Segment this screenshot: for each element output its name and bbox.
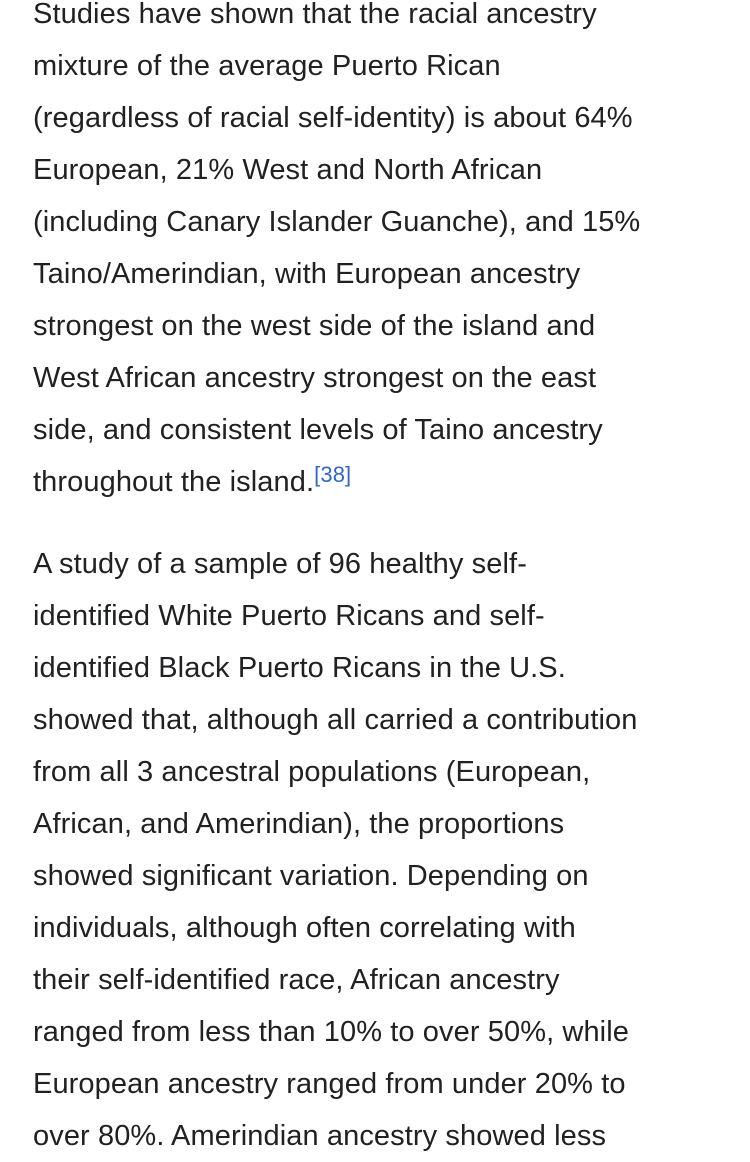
paragraph-ancestry-mixture: Studies have shown that the racial ances… [33, 0, 733, 508]
citation-ref: [38] [314, 462, 351, 487]
article-body: Studies have shown that the racial ances… [33, 0, 733, 1162]
paragraph-text: Studies have shown that the racial ances… [33, 0, 641, 498]
paragraph-text: A study of a sample of 96 healthy self- … [33, 548, 638, 1152]
citation-link-38[interactable]: [38] [314, 462, 352, 487]
paragraph-ancestry-study: A study of a sample of 96 healthy self- … [33, 538, 733, 1162]
